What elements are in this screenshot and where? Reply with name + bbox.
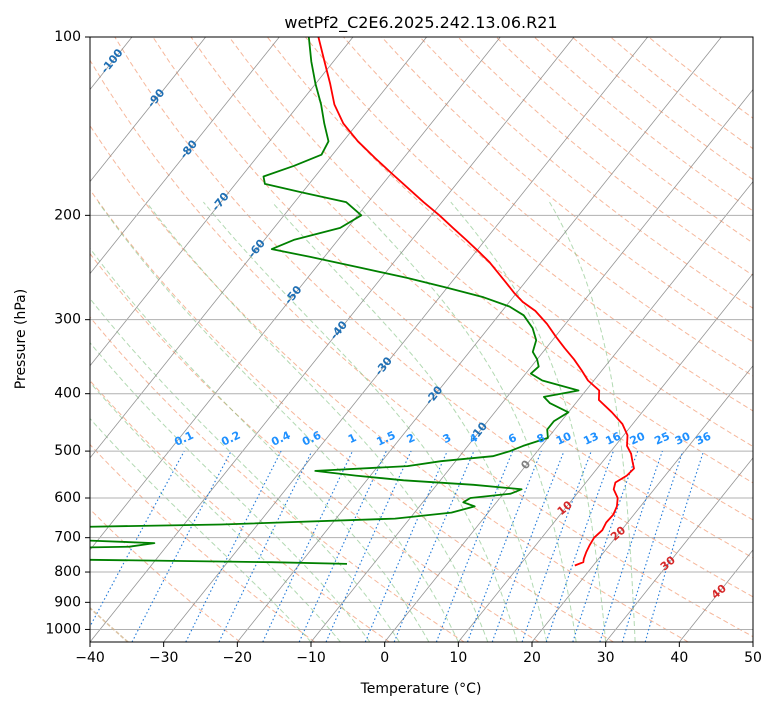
plot-frame (89, 36, 754, 643)
moist-adiabat (354, 201, 577, 642)
moist-adiabat (90, 297, 400, 642)
dewpoint-line (90, 37, 580, 565)
dry-adiabat (90, 379, 390, 642)
moist-adiabat (146, 201, 489, 642)
dry-adiabat (90, 508, 241, 642)
x-axis-label: Temperature (°C) (360, 681, 482, 697)
x-tick-label: 30 (597, 650, 615, 666)
dry-adiabat (190, 37, 753, 521)
x-tick-label: 10 (449, 650, 467, 666)
dry-adiabat (114, 37, 753, 598)
x-tick-label: 0 (380, 650, 389, 666)
isotherm (310, 88, 753, 642)
mixing-ratio-line (466, 450, 542, 642)
mixing-ratio-line (599, 450, 663, 642)
plot-background (90, 37, 753, 642)
dry-adiabat (90, 316, 465, 642)
x-tick-label: −10 (296, 650, 326, 666)
isotherm (237, 37, 722, 642)
x-tick-label: 40 (670, 650, 688, 666)
dry-adiabat (419, 37, 753, 309)
y-tick-label: 1000 (45, 621, 81, 637)
chart-title: wetPf2_C2E6.2025.242.13.06.R21 (284, 13, 557, 33)
mixing-ratio-label: 36 (694, 429, 714, 447)
dry-adiabat (152, 37, 753, 559)
mixing-ratio-label: 20 (628, 429, 648, 447)
dry-adiabat (90, 189, 614, 642)
moist-adiabat (97, 201, 459, 642)
axes: −40 −30 −20 −10 0 10 20 30 40 50 100 200 300 400 500 60… (45, 29, 762, 666)
y-tick-label: 600 (54, 490, 81, 506)
isotherm (90, 37, 575, 642)
x-tick-label: 50 (744, 650, 762, 666)
x-tick-label: −40 (75, 650, 105, 666)
mixing-ratio-line (364, 450, 448, 642)
isotherm (384, 180, 753, 642)
mixing-ratio-line (621, 450, 684, 642)
dry-adiabat (381, 37, 753, 343)
moist-adiabat (90, 381, 341, 642)
mixing-ratio-line (521, 450, 592, 642)
mixing-ratio-line (435, 450, 514, 642)
isotherm (752, 641, 753, 642)
moist-adiabat (90, 417, 312, 642)
isotherm (0, 37, 58, 642)
dry-adiabat (90, 443, 316, 642)
isotherm (90, 37, 427, 459)
mixing-ratio-label: 25 (652, 430, 671, 448)
y-tick-label: 900 (54, 594, 81, 610)
mixing-ratio-line (90, 450, 185, 628)
isotherm (163, 37, 648, 642)
mixing-ratio-line (572, 450, 639, 642)
mixing-ratio-label: 30 (673, 429, 693, 447)
profile-series (90, 37, 635, 567)
y-tick-label: 300 (54, 312, 81, 328)
dry-adiabat (266, 37, 753, 448)
isotherm (605, 457, 753, 642)
isotherm (458, 273, 753, 642)
y-tick-label: 700 (54, 530, 81, 546)
moist-adiabat (549, 201, 636, 642)
y-tick-label: 500 (54, 443, 81, 459)
mixing-ratio-line (644, 450, 705, 642)
mixing-ratio-label: 16 (604, 429, 624, 447)
mixing-ratio-label: 10 (554, 429, 574, 447)
y-tick-label: 800 (54, 564, 81, 580)
moist-adiabat (203, 201, 518, 642)
dry-adiabat (90, 252, 540, 642)
y-tick-label: 400 (54, 386, 81, 402)
mixing-ratio-label: 13 (581, 430, 600, 448)
x-tick-label: −20 (223, 650, 253, 666)
isotherm (90, 37, 280, 275)
moist-adiabat (90, 342, 371, 642)
y-tick-label: 100 (54, 29, 81, 45)
mixing-ratio-line (545, 450, 614, 642)
isotherm (90, 37, 206, 183)
x-tick-label: 20 (523, 650, 541, 666)
background-lines (0, 37, 753, 642)
y-axis-label: Pressure (hPa) (13, 289, 29, 389)
mixing-ratio-line (325, 450, 412, 642)
dry-adiabat (305, 37, 753, 412)
mixing-ratio-line (185, 450, 282, 642)
temperature-line (317, 37, 635, 567)
isotherm (531, 365, 753, 642)
moist-adiabat (450, 201, 607, 642)
moist-adiabat (271, 201, 548, 642)
x-tick-label: −30 (149, 650, 179, 666)
moist-adiabat (90, 247, 430, 642)
isotherm (90, 37, 354, 367)
y-tick-label: 200 (54, 207, 81, 223)
mixing-ratio-line (393, 450, 475, 642)
mixing-ratio-line (491, 450, 565, 642)
